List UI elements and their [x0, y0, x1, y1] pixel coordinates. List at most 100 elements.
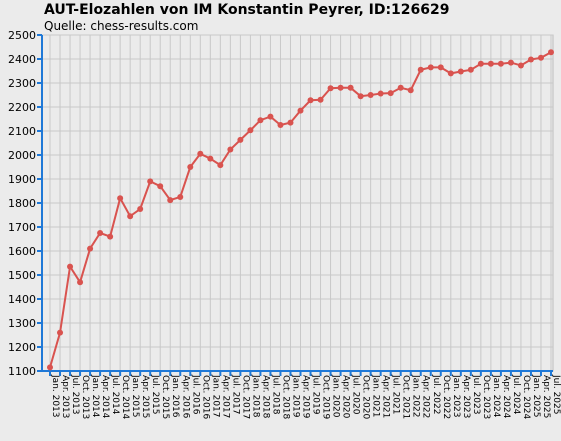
data-point: [407, 87, 414, 94]
data-point: [187, 164, 194, 170]
x-tick-label: Oct. 2018: [280, 375, 290, 419]
x-tick-label: Jul. 2022: [431, 374, 441, 415]
x-tick-label: Apr. 2018: [260, 375, 270, 419]
x-tick-label: Jan. 2024: [491, 374, 501, 418]
data-point: [387, 90, 394, 97]
y-tick-label: 1100: [8, 365, 36, 378]
y-tick-label: 1600: [8, 245, 36, 258]
y-tick-label: 1500: [8, 269, 36, 282]
x-tick-label: Oct. 2019: [321, 375, 331, 419]
data-point: [247, 127, 254, 134]
x-tick-label: Jul. 2016: [190, 374, 200, 415]
data-point: [517, 62, 524, 69]
x-tick-label: Apr. 2014: [100, 375, 110, 419]
data-point: [237, 136, 244, 143]
data-point: [77, 279, 84, 286]
x-tick-label: Jan. 2019: [290, 374, 300, 418]
data-point: [427, 64, 434, 71]
y-tick-label: 2000: [8, 149, 36, 162]
x-tick-label: Apr. 2017: [220, 375, 230, 418]
y-tick-label: 1400: [8, 293, 36, 306]
data-point: [67, 263, 74, 270]
y-tick-label: 1900: [8, 173, 36, 186]
x-tick-label: Apr. 2022: [421, 375, 431, 418]
data-point: [117, 195, 124, 202]
x-tick-label: Jan. 2022: [411, 374, 421, 418]
x-tick-label: Apr. 2015: [140, 375, 150, 418]
data-point: [277, 122, 284, 128]
x-tick-label: Oct. 2016: [200, 375, 210, 419]
x-tick-label: Apr. 2023: [461, 375, 471, 418]
data-point: [257, 117, 264, 124]
x-tick-label: Apr. 2016: [180, 375, 190, 419]
y-tick-label: 1700: [8, 221, 36, 234]
y-tick-label: 2100: [8, 125, 36, 138]
data-point: [337, 84, 344, 91]
x-tick-label: Jan. 2013: [50, 374, 60, 418]
data-point: [327, 85, 334, 92]
data-point: [437, 64, 444, 71]
data-point: [207, 155, 214, 162]
chart-subtitle: Quelle: chess-results.com: [44, 19, 199, 33]
x-tick-label: Oct. 2015: [160, 375, 170, 419]
x-tick-label: Jul. 2018: [270, 374, 280, 415]
x-tick-label: Jul. 2013: [70, 374, 80, 415]
data-point: [377, 90, 384, 97]
data-point: [317, 96, 324, 103]
x-tick-label: Apr. 2013: [60, 375, 70, 418]
x-tick-label: Jul. 2024: [511, 374, 521, 415]
data-point: [347, 84, 354, 91]
x-tick-label: Jan. 2016: [170, 374, 180, 418]
x-tick-label: Jan. 2017: [210, 374, 220, 418]
data-point: [157, 183, 164, 190]
data-point: [307, 97, 314, 104]
x-tick-label: Jul. 2023: [471, 374, 481, 414]
data-point: [477, 60, 484, 67]
x-tick-label: Oct. 2021: [401, 375, 411, 419]
data-point: [267, 113, 274, 120]
x-tick-label: Apr. 2024: [501, 375, 511, 419]
x-tick-label: Jul. 2014: [110, 374, 120, 415]
data-point: [107, 233, 114, 240]
x-tick-label: Oct. 2013: [80, 375, 90, 419]
x-tick-label: Oct. 2022: [441, 375, 451, 419]
x-tick-label: Oct. 2017: [240, 375, 250, 419]
y-tick-label: 1300: [8, 317, 36, 330]
data-point: [297, 107, 304, 114]
x-tick-label: Oct. 2014: [120, 375, 130, 419]
data-point: [167, 197, 174, 204]
data-point: [147, 178, 154, 185]
x-tick-label: Oct. 2024: [521, 375, 531, 419]
data-point: [487, 60, 494, 67]
data-point: [177, 194, 184, 200]
data-point: [457, 68, 464, 75]
data-point: [497, 60, 504, 67]
x-tick-label: Oct. 2023: [481, 375, 491, 419]
data-point: [87, 245, 94, 252]
x-tick-label: Jul. 2021: [391, 374, 401, 415]
chart-title: AUT-Elozahlen von IM Konstantin Peyrer, …: [44, 2, 450, 18]
x-tick-label: Jul. 2020: [351, 374, 361, 415]
data-point: [537, 54, 544, 61]
data-point: [97, 230, 104, 236]
y-tick-label: 2400: [8, 53, 36, 66]
data-point: [397, 84, 404, 91]
data-point: [447, 70, 454, 77]
y-tick-label: 1800: [8, 197, 36, 210]
data-point: [527, 56, 534, 63]
x-tick-label: Apr. 2020: [341, 375, 351, 419]
data-point: [357, 93, 364, 100]
data-point: [57, 329, 64, 336]
x-tick-label: Apr. 2021: [381, 375, 391, 418]
x-tick-label: Jan. 2015: [130, 374, 140, 418]
data-point: [197, 150, 204, 157]
data-point: [467, 66, 474, 73]
data-point: [227, 146, 234, 153]
x-tick-label: Jan. 2014: [90, 374, 100, 418]
data-point: [137, 206, 144, 212]
y-tick-label: 2200: [8, 101, 36, 114]
x-tick-label: Apr. 2019: [301, 375, 311, 419]
x-tick-label: Jul. 2017: [230, 374, 240, 415]
y-tick-label: 2300: [8, 77, 36, 90]
